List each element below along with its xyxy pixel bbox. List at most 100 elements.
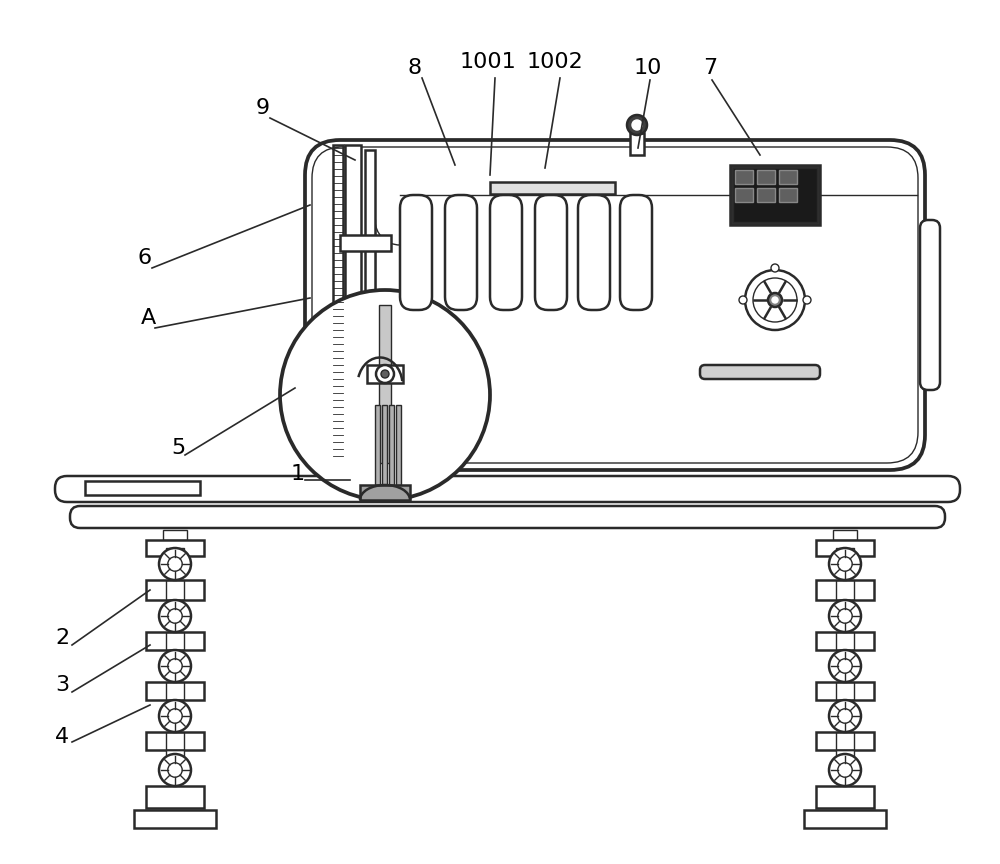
Circle shape bbox=[168, 609, 182, 623]
Text: 2: 2 bbox=[55, 628, 69, 648]
Circle shape bbox=[829, 754, 861, 786]
Bar bbox=[836, 750, 854, 770]
Bar bbox=[836, 632, 854, 650]
Text: 5: 5 bbox=[171, 438, 185, 458]
Bar bbox=[360, 485, 410, 500]
Bar bbox=[166, 548, 184, 556]
FancyBboxPatch shape bbox=[535, 195, 567, 310]
Bar bbox=[166, 750, 184, 770]
Bar bbox=[146, 580, 204, 600]
Bar bbox=[146, 682, 204, 700]
Circle shape bbox=[829, 700, 861, 732]
Bar bbox=[134, 810, 216, 828]
Circle shape bbox=[159, 548, 191, 580]
Bar bbox=[166, 580, 184, 600]
Bar bbox=[375, 405, 380, 485]
Circle shape bbox=[376, 365, 394, 383]
Bar bbox=[816, 580, 874, 600]
Circle shape bbox=[772, 297, 778, 303]
Circle shape bbox=[768, 293, 782, 307]
Circle shape bbox=[829, 548, 861, 580]
Circle shape bbox=[771, 264, 779, 272]
Bar bbox=[146, 632, 204, 650]
FancyBboxPatch shape bbox=[920, 220, 940, 390]
Circle shape bbox=[168, 708, 182, 723]
FancyBboxPatch shape bbox=[70, 506, 945, 528]
Bar bbox=[340, 235, 391, 251]
Circle shape bbox=[159, 754, 191, 786]
Bar bbox=[733, 168, 817, 222]
Bar bbox=[146, 786, 204, 808]
Circle shape bbox=[381, 370, 389, 378]
Circle shape bbox=[829, 600, 861, 632]
Circle shape bbox=[159, 650, 191, 682]
FancyBboxPatch shape bbox=[305, 140, 925, 470]
Circle shape bbox=[838, 658, 852, 673]
Circle shape bbox=[838, 763, 852, 778]
Bar bbox=[382, 405, 387, 485]
FancyBboxPatch shape bbox=[490, 195, 522, 310]
Bar bbox=[816, 632, 874, 650]
Circle shape bbox=[627, 115, 647, 135]
Bar bbox=[166, 632, 184, 650]
Text: 7: 7 bbox=[703, 58, 717, 78]
Text: 1: 1 bbox=[291, 464, 305, 484]
Circle shape bbox=[753, 278, 797, 322]
Bar bbox=[836, 580, 854, 600]
Bar bbox=[490, 182, 615, 194]
Text: 8: 8 bbox=[408, 58, 422, 78]
Bar bbox=[757, 170, 775, 184]
Circle shape bbox=[280, 290, 490, 500]
Circle shape bbox=[838, 556, 852, 571]
Circle shape bbox=[745, 270, 805, 330]
Bar bbox=[816, 682, 874, 700]
Bar bbox=[836, 732, 854, 750]
Bar bbox=[166, 682, 184, 700]
Bar bbox=[836, 548, 854, 556]
Circle shape bbox=[168, 763, 182, 778]
Circle shape bbox=[159, 700, 191, 732]
Circle shape bbox=[829, 650, 861, 682]
Circle shape bbox=[838, 609, 852, 623]
Bar bbox=[630, 133, 644, 155]
Text: A: A bbox=[140, 308, 156, 328]
FancyBboxPatch shape bbox=[445, 195, 477, 310]
Bar bbox=[779, 188, 797, 202]
Bar bbox=[735, 188, 753, 202]
Bar bbox=[367, 365, 403, 383]
FancyBboxPatch shape bbox=[400, 195, 432, 310]
Text: 6: 6 bbox=[138, 248, 152, 268]
Circle shape bbox=[838, 708, 852, 723]
Circle shape bbox=[159, 600, 191, 632]
Bar bbox=[166, 732, 184, 750]
Text: 9: 9 bbox=[256, 98, 270, 118]
FancyBboxPatch shape bbox=[700, 365, 820, 379]
Bar bbox=[833, 530, 857, 540]
Text: 4: 4 bbox=[55, 727, 69, 747]
Circle shape bbox=[168, 658, 182, 673]
Text: 1001: 1001 bbox=[460, 52, 516, 72]
Bar bbox=[333, 145, 343, 465]
Bar bbox=[757, 188, 775, 202]
Text: 10: 10 bbox=[634, 58, 662, 78]
Bar bbox=[735, 170, 753, 184]
Bar bbox=[816, 540, 874, 556]
FancyBboxPatch shape bbox=[578, 195, 610, 310]
Text: 1002: 1002 bbox=[527, 52, 583, 72]
Bar bbox=[836, 682, 854, 700]
Bar bbox=[146, 732, 204, 750]
Bar bbox=[730, 165, 820, 225]
Bar bbox=[779, 170, 797, 184]
FancyBboxPatch shape bbox=[55, 476, 960, 502]
Bar bbox=[804, 810, 886, 828]
Bar bbox=[345, 145, 361, 465]
Bar bbox=[389, 405, 394, 485]
Circle shape bbox=[168, 556, 182, 571]
Text: 3: 3 bbox=[55, 675, 69, 695]
Bar bbox=[816, 786, 874, 808]
Bar bbox=[379, 305, 391, 462]
Bar bbox=[816, 732, 874, 750]
FancyBboxPatch shape bbox=[620, 195, 652, 310]
Circle shape bbox=[739, 296, 747, 304]
Circle shape bbox=[632, 120, 642, 130]
